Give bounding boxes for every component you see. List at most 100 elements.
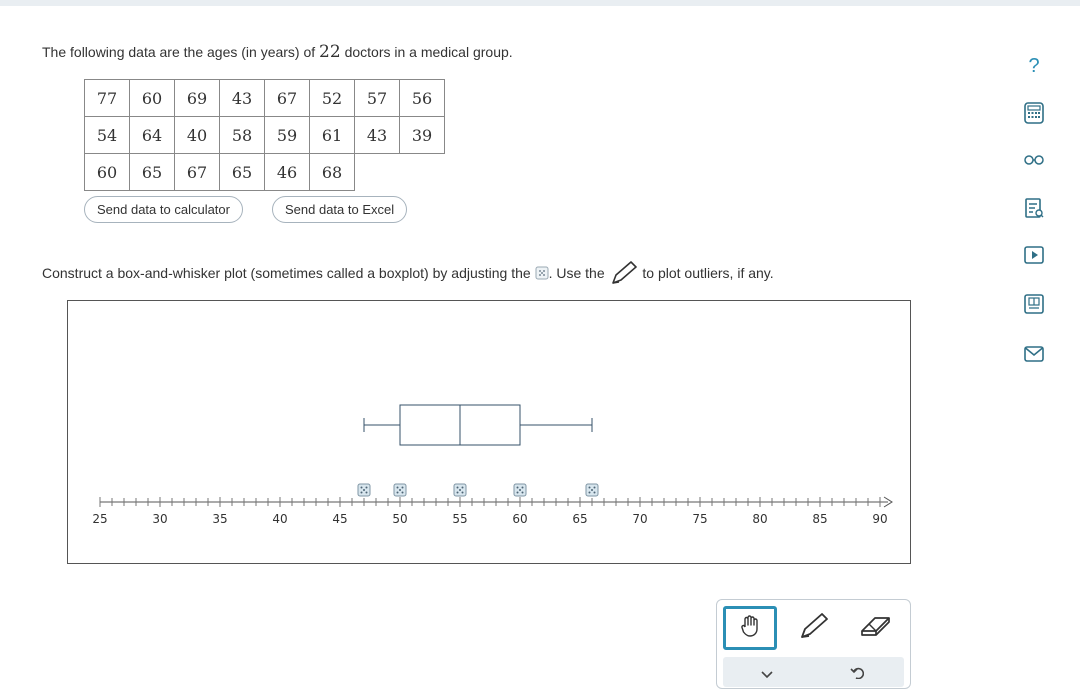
table-cell-empty [355,154,400,191]
hand-tool-button[interactable] [723,606,777,650]
tick-label: 70 [632,512,647,526]
mail-button[interactable] [1016,338,1052,374]
handle-dot [456,486,459,489]
handle-dot [396,491,399,494]
instruction-part3: to plot outliers, if any. [642,265,774,282]
glasses-button[interactable] [1016,143,1052,179]
handle-dot [363,489,365,491]
table-row: 54 64 40 58 59 61 43 39 [84,116,445,154]
tick-label: 30 [152,512,167,526]
table-cell: 40 [174,116,220,154]
table-cell: 77 [84,79,130,117]
top-bar [0,0,1080,6]
table-cell: 58 [219,116,265,154]
handle-dot [459,489,461,491]
table-cell: 67 [174,153,220,191]
boxplot-chart[interactable]: 25 30 35 40 45 50 55 60 65 70 75 80 85 90 [68,301,912,565]
pencil-tool-button[interactable] [787,606,841,650]
table-cell: 39 [399,116,445,154]
table-cell-empty [400,154,445,191]
hand-icon [737,613,763,644]
intro-after: doctors in a medical group. [340,44,513,60]
periodic-icon [1022,292,1046,321]
handle-dot [519,489,521,491]
video-button[interactable] [1016,239,1052,275]
handle-dot [593,491,596,494]
handle-icon [535,266,549,283]
table-cell: 52 [309,79,355,117]
pencil-icon [798,611,830,646]
table-cell: 61 [309,116,355,154]
handle-dot [588,486,591,489]
handle-dot [401,486,404,489]
table-cell: 56 [399,79,445,117]
table-row: 77 60 69 43 67 52 57 56 [84,79,445,117]
handle-dot [591,489,593,491]
table-cell: 60 [84,153,130,191]
handle-dot [588,491,591,494]
boxplot-handle[interactable] [513,483,527,497]
send-to-calculator-button[interactable]: Send data to calculator [84,196,243,223]
doctor-count: 22 [319,42,341,62]
table-cell: 43 [219,79,265,117]
tick-label: 60 [512,512,527,526]
send-to-excel-button[interactable]: Send data to Excel [272,196,408,223]
instruction-part2: . Use the [548,265,605,282]
tick-label: 85 [812,512,827,526]
table-cell: 43 [354,116,400,154]
help-icon: ? [1028,54,1040,77]
handle-dot [365,486,368,489]
tool-actions-bar [723,657,904,687]
undo-icon[interactable] [850,665,865,684]
table-cell: 69 [174,79,220,117]
handle-dot [401,491,404,494]
pencil-icon [609,259,639,290]
handle-dot [360,486,363,489]
clear-icon[interactable] [760,667,774,685]
intro-text: The following data are the ages (in year… [42,42,513,62]
handle-dot [521,486,524,489]
data-table: 77 60 69 43 67 52 57 56 54 64 40 58 59 6… [84,79,445,191]
handle-dot [593,486,596,489]
tick-label: 45 [332,512,347,526]
boxplot-panel[interactable]: 25 30 35 40 45 50 55 60 65 70 75 80 85 90 [67,300,911,564]
periodic-table-button[interactable] [1016,288,1052,324]
tick-label: 65 [572,512,587,526]
handle-dot [521,491,524,494]
tick-label: 90 [872,512,887,526]
calculator-icon [1022,101,1046,130]
boxplot-handle[interactable] [393,483,407,497]
handle-dot [396,486,399,489]
reference-button[interactable] [1016,192,1052,228]
handle-dot [461,486,464,489]
tick-label: 80 [752,512,767,526]
eraser-icon [859,613,893,644]
table-row: 60 65 67 65 46 68 [84,153,445,191]
reference-icon [1022,196,1046,225]
tick-label: 75 [692,512,707,526]
boxplot-handle[interactable] [453,483,467,497]
table-cell: 65 [129,153,175,191]
table-cell: 65 [219,153,265,191]
table-cell: 54 [84,116,130,154]
table-cell: 57 [354,79,400,117]
tick-label: 35 [212,512,227,526]
instruction-text: Construct a box-and-whisker plot (someti… [42,259,774,290]
eraser-tool-button[interactable] [849,606,903,650]
table-cell: 59 [264,116,310,154]
boxplot-handle[interactable] [357,483,371,497]
help-button[interactable]: ? [1016,48,1052,84]
calculator-button[interactable] [1016,97,1052,133]
boxplot-handle[interactable] [585,483,599,497]
tick-label: 50 [392,512,407,526]
tick-label: 40 [272,512,287,526]
handle-dot [516,491,519,494]
video-icon [1022,243,1046,272]
table-cell: 67 [264,79,310,117]
handle-dot [360,491,363,494]
glasses-icon [1022,152,1046,171]
handle-dot [365,491,368,494]
intro-before: The following data are the ages (in year… [42,44,320,60]
table-cell: 46 [264,153,310,191]
handle-dot [399,489,401,491]
